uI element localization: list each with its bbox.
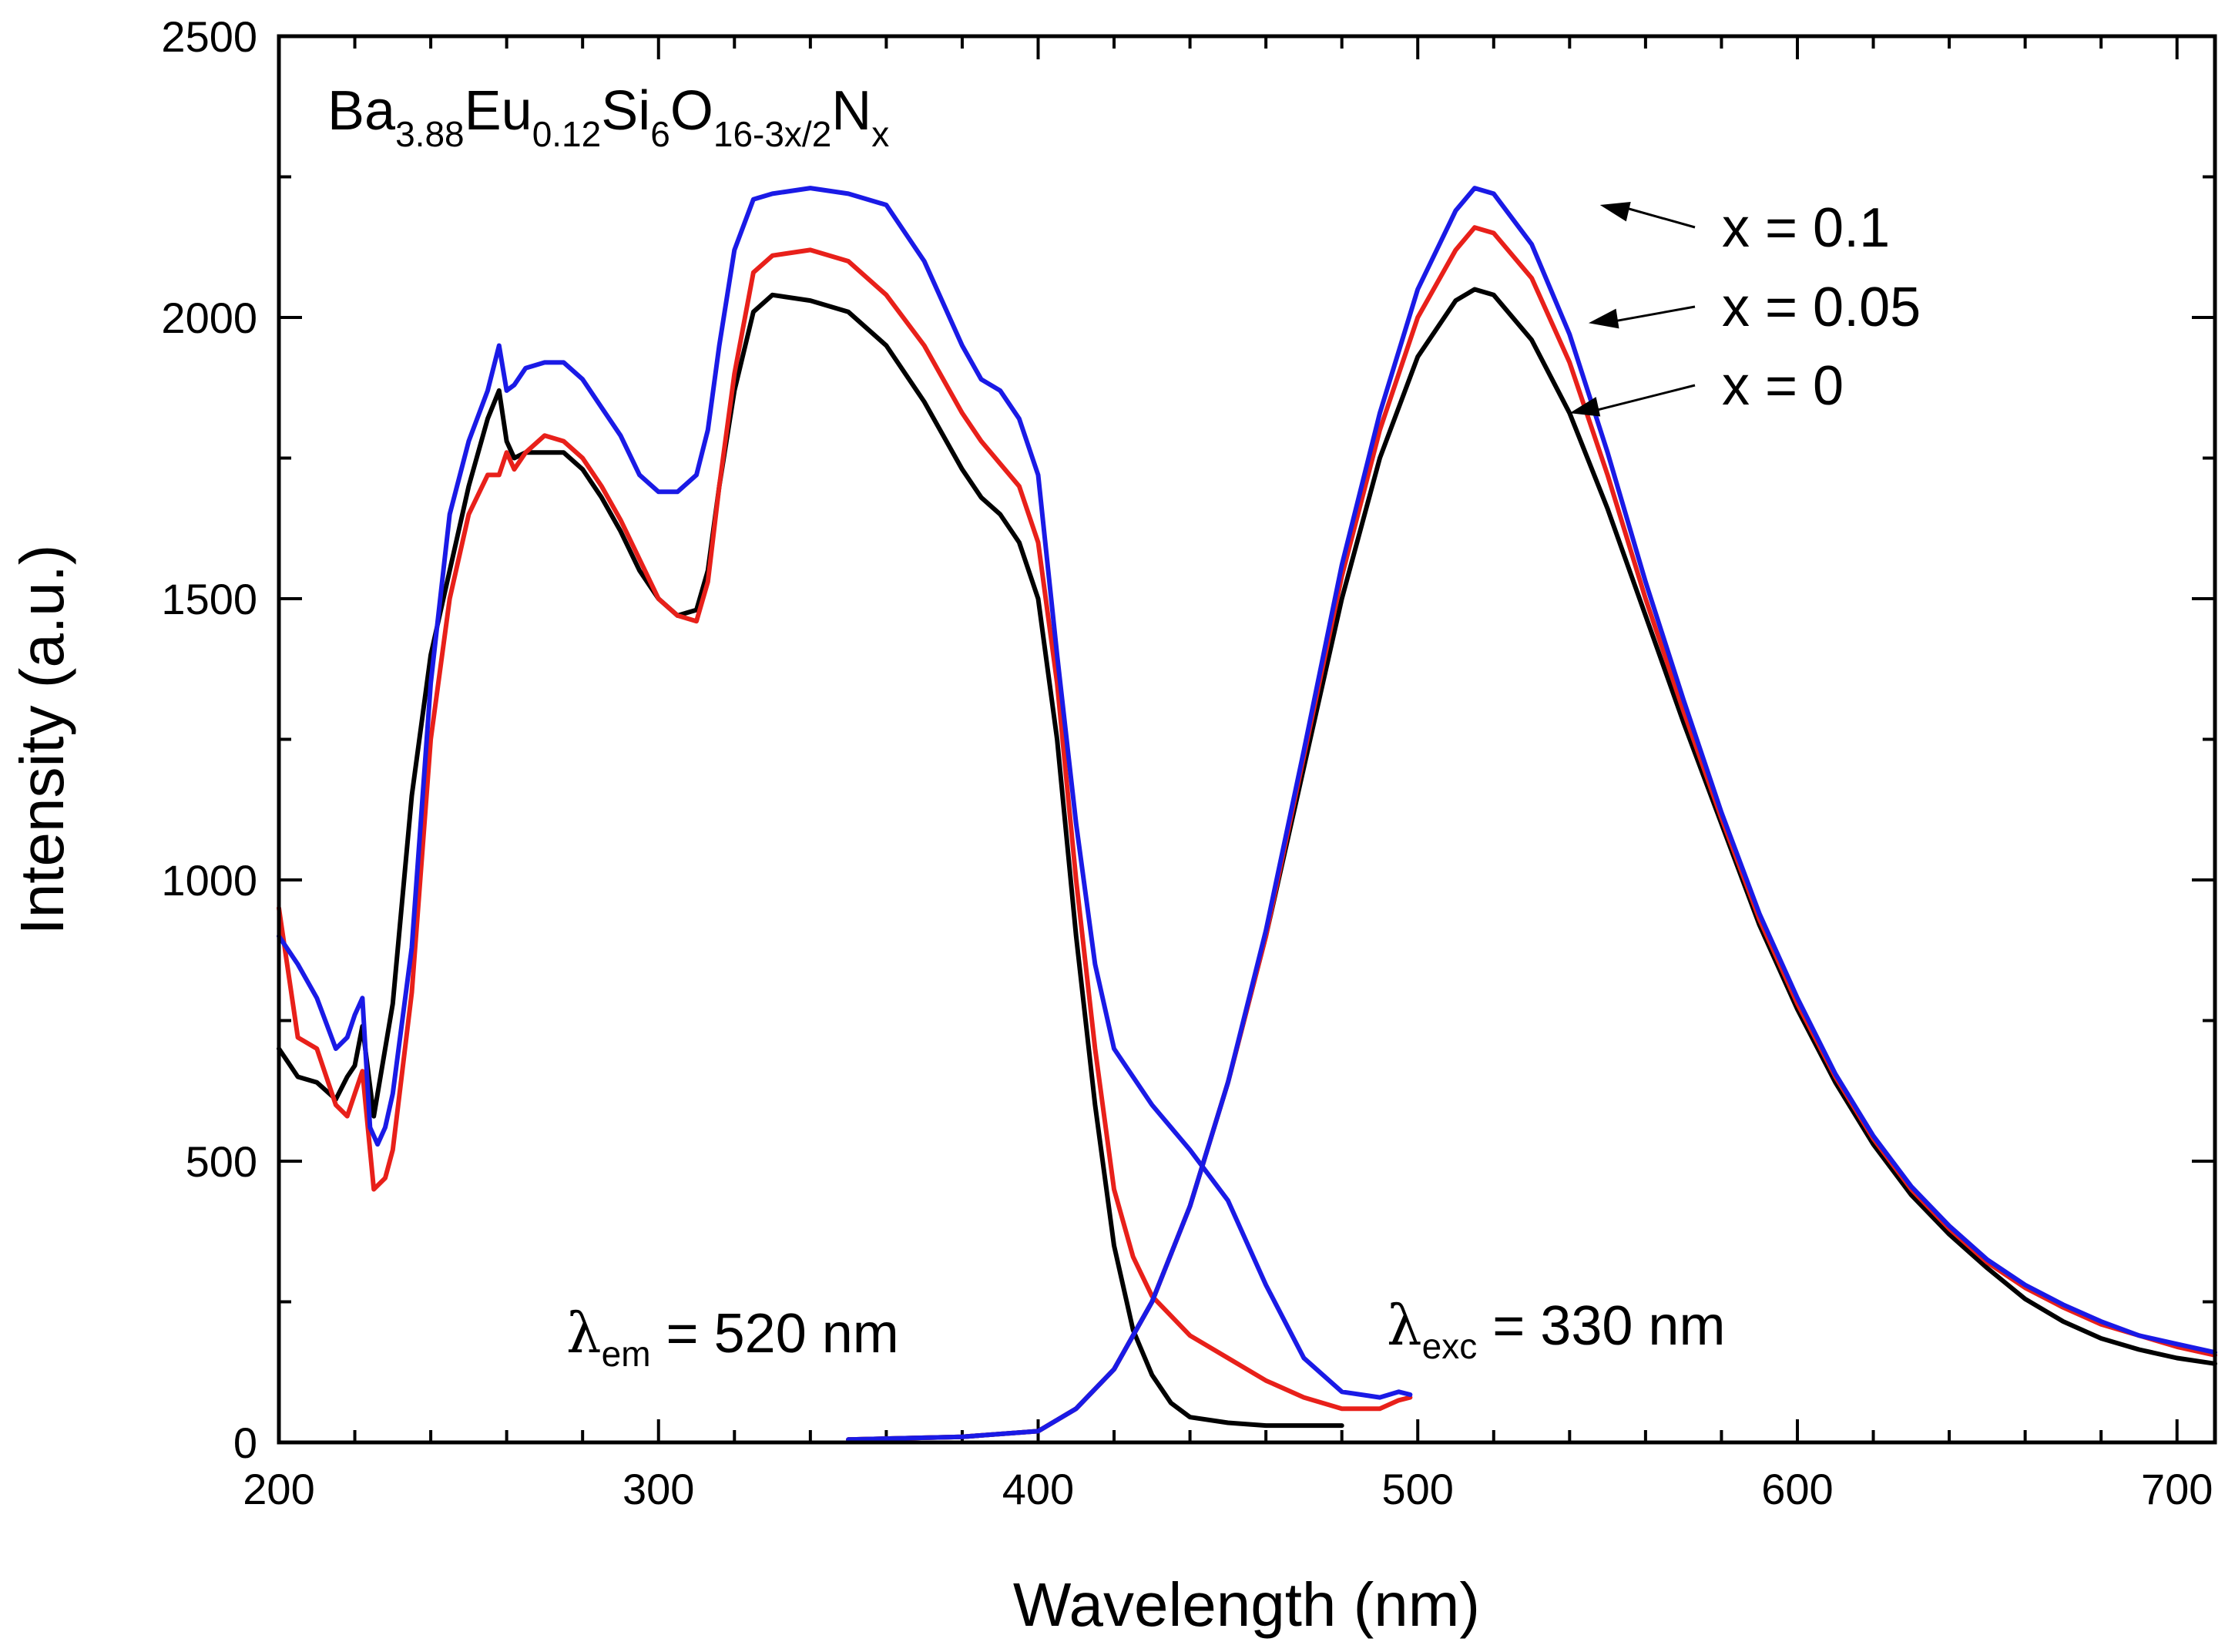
x-tick-label: 700: [2141, 1465, 2213, 1513]
legend-label: x = 0.1: [1722, 197, 1890, 259]
formula-element: Eu: [465, 80, 532, 142]
series-line: [846, 287, 2217, 1442]
y-tick-label: 2000: [161, 294, 257, 342]
formula-subscript: x: [871, 114, 889, 154]
series-line: [277, 247, 1413, 1412]
series-line: [846, 186, 2217, 1442]
legend-arrow-line: [1603, 305, 1696, 324]
legend-arrow-head: [1588, 308, 1619, 329]
series-lines: [277, 186, 2217, 1442]
formula-element: N: [831, 80, 871, 142]
formula-subscript: 0.12: [532, 114, 602, 154]
formula-subscript: 6: [650, 114, 670, 154]
legend-arrow-line: [1584, 384, 1696, 415]
formula-element: Si: [601, 80, 650, 142]
y-tick-label: 500: [186, 1137, 257, 1186]
emission-wavelength-annotation: λem = 520 nm: [566, 1301, 899, 1374]
legend-label: x = 0.05: [1722, 277, 1921, 338]
exc-subscript: exc: [1422, 1326, 1478, 1366]
formula-subscript: 16-3x/2: [713, 114, 831, 154]
y-tick-label: 2500: [161, 12, 257, 61]
exc-value: = 330 nm: [1477, 1295, 1725, 1357]
y-axis-title: Intensity (a.u.): [8, 545, 76, 935]
lambda-symbol: λ: [1387, 1293, 1422, 1358]
plot-frame: [277, 34, 2217, 1445]
legend-arrow-head: [1569, 397, 1601, 417]
axis-ticks: [277, 35, 2215, 1444]
y-tick-label: 1500: [161, 575, 257, 623]
x-tick-label: 400: [1002, 1465, 1074, 1513]
tick-labels: 200 300 400 500 600 700 0 500 1000 1500 2000 2500: [161, 12, 2213, 1513]
legend-arrow-head: [1599, 202, 1631, 222]
x-tick-label: 500: [1382, 1465, 1454, 1513]
series-legend: x = 0.1 x = 0.05 x = 0: [1569, 197, 1921, 417]
y-tick-label: 0: [233, 1419, 257, 1467]
x-axis-title: Wavelength (nm): [1013, 1570, 1480, 1639]
compound-formula: Ba3.88Eu0.12Si6O16-3x/2Nx: [327, 80, 889, 154]
series-line: [277, 292, 1344, 1429]
x-tick-label: 300: [623, 1465, 694, 1513]
em-subscript: em: [602, 1334, 651, 1374]
y-tick-label: 1000: [161, 856, 257, 905]
em-value: = 520 nm: [651, 1303, 899, 1365]
lambda-symbol: λ: [566, 1301, 602, 1365]
legend-label: x = 0: [1722, 355, 1844, 417]
series-line: [846, 225, 2217, 1442]
x-tick-label: 200: [243, 1465, 314, 1513]
excitation-wavelength-annotation: λexc = 330 nm: [1387, 1293, 1725, 1366]
x-tick-label: 600: [1761, 1465, 1833, 1513]
formula-element: O: [670, 80, 713, 142]
series-line: [277, 186, 1413, 1400]
formula-element: Ba: [327, 80, 396, 142]
formula-subscript: 3.88: [395, 114, 465, 154]
